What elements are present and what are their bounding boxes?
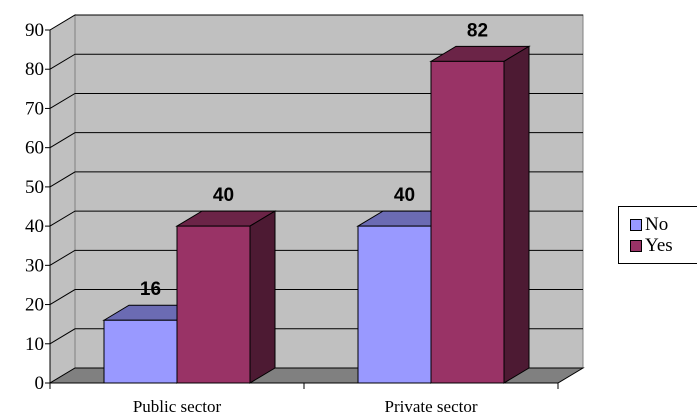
y-tick-label: 40	[25, 216, 44, 237]
y-tick-label: 90	[25, 20, 44, 41]
y-tick-label: 0	[35, 373, 45, 394]
legend-label-no: No	[645, 214, 669, 235]
gridline	[49, 92, 583, 109]
y-tick-label: 10	[25, 334, 44, 355]
bar-no-public-sector	[103, 319, 178, 384]
y-tick-label: 20	[25, 295, 44, 316]
y-tick-label: 80	[25, 59, 44, 80]
bar-yes-private-sector	[430, 60, 505, 384]
data-label-no-public-sector: 16	[140, 279, 161, 300]
data-label-yes-private-sector: 82	[467, 20, 488, 41]
gridline	[49, 53, 583, 70]
data-label-yes-public-sector: 40	[213, 185, 234, 206]
x-category-label: Private sector	[385, 397, 478, 416]
y-tick-label: 70	[25, 98, 44, 119]
legend-swatch-no	[630, 219, 642, 231]
bar-side-yes-public-sector	[249, 210, 276, 384]
side-wall	[49, 14, 76, 384]
bar-side-yes-private-sector	[503, 45, 530, 384]
gridline	[49, 14, 583, 31]
bar-no-private-sector	[357, 225, 432, 384]
x-category-label: Public sector	[133, 397, 222, 416]
legend-swatch-yes	[630, 240, 642, 252]
legend-item-no: No	[630, 215, 668, 235]
bar-yes-public-sector	[176, 225, 251, 384]
legend-label-yes: Yes	[645, 235, 673, 256]
data-label-no-private-sector: 40	[394, 185, 415, 206]
chart-legend: No Yes	[618, 206, 697, 264]
gridline	[49, 132, 583, 149]
gridline	[49, 171, 583, 188]
y-tick-label: 60	[25, 138, 44, 159]
y-tick-label: 30	[25, 255, 44, 276]
y-tick-label: 50	[25, 177, 44, 198]
legend-item-yes: Yes	[630, 236, 673, 256]
